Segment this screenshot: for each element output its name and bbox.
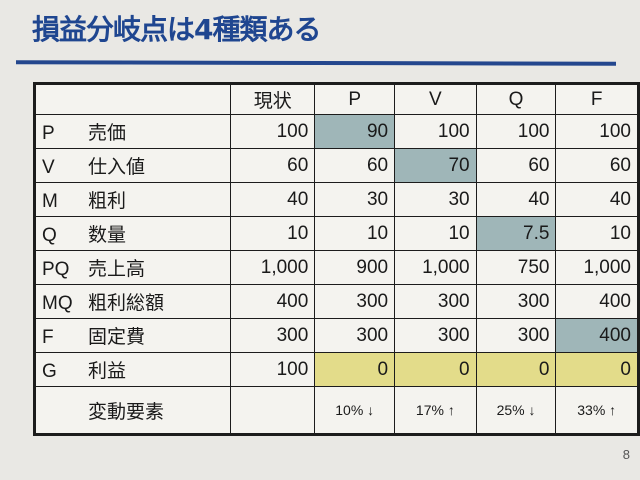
row-key: PQ bbox=[42, 259, 70, 280]
value-cell: 60 bbox=[230, 148, 316, 183]
value-cell: 60 bbox=[475, 148, 557, 183]
row-key: F bbox=[42, 327, 54, 348]
value-cell: 10 bbox=[555, 216, 639, 251]
row-name: 粗利総額 bbox=[88, 293, 165, 314]
value-cell: 750 bbox=[475, 250, 557, 285]
value-cell: 100 bbox=[230, 114, 316, 149]
header-cell: Q bbox=[475, 83, 557, 115]
change-rate-cell: 25% ↓ bbox=[475, 386, 557, 435]
value-cell: 70 bbox=[394, 148, 477, 183]
row-label: M 粗利 bbox=[33, 182, 232, 217]
row-key: V bbox=[42, 157, 55, 178]
page-number: 8 bbox=[622, 447, 630, 462]
change-rate-cell: 33% ↑ bbox=[555, 386, 639, 435]
row-label: G 利益 bbox=[33, 352, 232, 387]
value-cell: 1,000 bbox=[394, 250, 477, 285]
value-cell: 30 bbox=[314, 182, 396, 217]
table-row: M 粗利 40 30 30 40 40 bbox=[33, 182, 639, 217]
value-cell: 10 bbox=[394, 216, 477, 251]
header-cell: V bbox=[394, 83, 477, 115]
value-cell: 10 bbox=[314, 216, 396, 251]
row-label: V 仕入値 bbox=[33, 148, 232, 183]
table-row: PQ 売上高 1,000 900 1,000 750 1,000 bbox=[33, 250, 639, 285]
change-rate-cell: 10% ↓ bbox=[314, 386, 396, 435]
value-cell: 100 bbox=[394, 114, 477, 149]
table-row: F 固定費 300 300 300 300 400 bbox=[33, 318, 639, 353]
row-label: F 固定費 bbox=[33, 318, 232, 353]
table-row: MQ 粗利総額 400 300 300 300 400 bbox=[33, 284, 639, 319]
row-name: 固定費 bbox=[88, 327, 146, 348]
change-rate-cell bbox=[230, 386, 316, 435]
value-cell: 900 bbox=[314, 250, 396, 285]
value-cell: 40 bbox=[555, 182, 639, 217]
value-cell: 300 bbox=[394, 318, 477, 353]
value-cell: 300 bbox=[475, 284, 557, 319]
value-cell: 7.5 bbox=[475, 216, 557, 251]
table-row: P 売価 100 90 100 100 100 bbox=[33, 114, 639, 149]
value-cell: 100 bbox=[475, 114, 557, 149]
change-rate-cell: 17% ↑ bbox=[394, 386, 477, 435]
header-cell bbox=[33, 83, 232, 115]
value-cell: 40 bbox=[230, 182, 316, 217]
row-key: MQ bbox=[42, 293, 73, 314]
value-cell: 0 bbox=[394, 352, 477, 387]
row-key: M bbox=[42, 191, 58, 212]
row-name: 利益 bbox=[88, 361, 127, 382]
value-cell: 100 bbox=[230, 352, 316, 387]
value-cell: 300 bbox=[394, 284, 477, 319]
value-cell: 300 bbox=[314, 318, 396, 353]
header-cell: P bbox=[314, 83, 396, 115]
value-cell: 100 bbox=[555, 114, 639, 149]
row-name: 粗利 bbox=[88, 191, 127, 212]
value-cell: 0 bbox=[314, 352, 396, 387]
value-cell: 0 bbox=[555, 352, 639, 387]
table-row: G 利益 100 0 0 0 0 bbox=[33, 352, 639, 387]
row-name: 仕入値 bbox=[88, 157, 146, 178]
value-cell: 90 bbox=[314, 114, 396, 149]
value-cell: 400 bbox=[555, 284, 639, 319]
value-cell: 40 bbox=[475, 182, 557, 217]
table-header-row: 現状 P V Q F bbox=[33, 83, 639, 115]
title-divider bbox=[15, 60, 617, 66]
value-cell: 400 bbox=[555, 318, 639, 353]
value-cell: 300 bbox=[475, 318, 557, 353]
value-cell: 300 bbox=[314, 284, 396, 319]
row-label: Q 数量 bbox=[33, 216, 232, 251]
row-name: 数量 bbox=[88, 225, 127, 246]
row-key: P bbox=[42, 123, 55, 144]
header-cell: 現状 bbox=[230, 83, 316, 115]
table-row: Q 数量 10 10 10 7.5 10 bbox=[33, 216, 639, 251]
table-row: V 仕入値 60 60 70 60 60 bbox=[33, 148, 639, 183]
value-cell: 300 bbox=[230, 318, 316, 353]
value-cell: 1,000 bbox=[230, 250, 316, 285]
row-label: PQ 売上高 bbox=[33, 250, 232, 285]
value-cell: 400 bbox=[230, 284, 316, 319]
break-even-table: 現状 P V Q F P 売価 100 90 100 100 100 V 仕入値 60 60 70 60… bbox=[33, 82, 640, 436]
page-title: 損益分岐点は4種類ある bbox=[32, 13, 321, 46]
row-label: P 売価 bbox=[33, 114, 232, 149]
table-footer-row: 変動要素 10% ↓ 17% ↑ 25% ↓ 33% ↑ bbox=[33, 386, 639, 435]
row-key: G bbox=[42, 361, 57, 382]
value-cell: 0 bbox=[475, 352, 557, 387]
row-key: Q bbox=[42, 225, 57, 246]
row-label: MQ 粗利総額 bbox=[33, 284, 232, 319]
value-cell: 60 bbox=[555, 148, 639, 183]
row-name: 売上高 bbox=[88, 259, 146, 280]
header-cell: F bbox=[555, 83, 639, 115]
value-cell: 10 bbox=[230, 216, 316, 251]
row-name: 売価 bbox=[88, 123, 127, 144]
value-cell: 30 bbox=[394, 182, 477, 217]
value-cell: 1,000 bbox=[555, 250, 639, 285]
footer-label: 変動要素 bbox=[33, 386, 232, 435]
value-cell: 60 bbox=[314, 148, 396, 183]
